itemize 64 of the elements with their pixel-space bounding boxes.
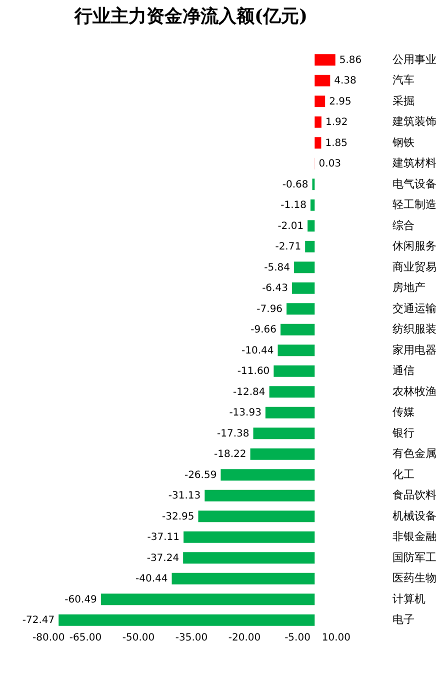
data-label: -7.96 (256, 304, 283, 315)
y-tick-label: 国防军工 (392, 550, 436, 564)
x-tick-label: -80.00 (32, 632, 65, 644)
data-label: 0.03 (318, 158, 342, 170)
x-tick-label: -5.00 (284, 632, 310, 644)
x-tick-label: -35.00 (175, 632, 208, 644)
data-label: -11.60 (237, 366, 270, 378)
data-label: -60.49 (64, 594, 97, 606)
y-tick-label: 医药生物 (392, 572, 436, 585)
data-label: -37.24 (146, 552, 180, 564)
y-tick-label: 汽车 (392, 74, 414, 87)
y-tick-label: 电气设备 (392, 177, 436, 190)
data-label: -72.47 (22, 615, 55, 626)
x-tick-label: -20.00 (228, 632, 261, 644)
data-label: -2.01 (278, 220, 304, 232)
y-tick-label: 交通运输 (392, 302, 436, 315)
data-label: 1.85 (325, 138, 348, 149)
y-tick-label: 建筑材料 (392, 156, 436, 170)
y-tick-label: 纺织服装 (392, 322, 436, 336)
data-label: -1.18 (280, 200, 306, 212)
data-label: 4.38 (334, 76, 356, 87)
data-label: -32.95 (162, 511, 194, 522)
y-tick-label: 银行 (392, 426, 414, 440)
data-label: -9.66 (250, 324, 277, 336)
data-label: 2.95 (329, 96, 352, 108)
data-label: -10.44 (242, 345, 274, 356)
y-tick-label: 公用事业 (392, 52, 436, 66)
data-label: -26.59 (184, 470, 217, 481)
data-label: -0.68 (282, 179, 308, 190)
data-label: -12.84 (233, 386, 266, 398)
y-tick-label: 采掘 (392, 94, 414, 108)
y-tick-label: 农林牧渔 (392, 384, 436, 398)
data-label: 5.86 (339, 54, 362, 66)
y-tick-label: 传媒 (392, 406, 414, 419)
chart-title: 行业主力资金净流入额(亿元) (73, 6, 308, 27)
y-tick-label: 轻工制造 (392, 198, 436, 212)
y-tick-label: 通信 (392, 364, 414, 378)
y-tick-label: 机械设备 (392, 509, 436, 522)
x-tick-label: -50.00 (122, 632, 155, 644)
data-label: -37.11 (147, 532, 180, 544)
y-tick-label: 房地产 (392, 281, 426, 294)
y-tick-label: 非银金融 (392, 530, 436, 544)
y-tick-label: 综合 (392, 218, 414, 232)
data-label: -5.84 (264, 262, 290, 274)
y-tick-label: 化工 (392, 468, 414, 481)
x-tick-label: -65.00 (69, 632, 102, 644)
data-label: -17.38 (217, 428, 250, 440)
data-label: -40.44 (136, 574, 168, 585)
y-tick-label: 计算机 (392, 592, 426, 606)
data-label: -31.13 (168, 490, 201, 502)
data-label: -2.71 (275, 242, 302, 253)
y-tick-label: 家用电器 (392, 343, 436, 356)
y-tick-label: 食品饮料 (392, 488, 436, 502)
x-tick-label: 10.00 (322, 632, 350, 644)
data-label: 1.92 (325, 117, 348, 128)
y-tick-label: 建筑装饰 (392, 115, 436, 128)
data-label: -13.93 (229, 408, 262, 419)
y-tick-label: 休闲服务 (392, 240, 436, 253)
data-label: -18.22 (214, 449, 246, 460)
y-tick-label: 商业贸易 (392, 260, 436, 274)
y-tick-label: 钢铁 (392, 136, 414, 149)
y-tick-label: 有色金属 (392, 447, 436, 460)
y-tick-label: 电子 (392, 613, 414, 626)
data-label: -6.43 (262, 283, 288, 294)
